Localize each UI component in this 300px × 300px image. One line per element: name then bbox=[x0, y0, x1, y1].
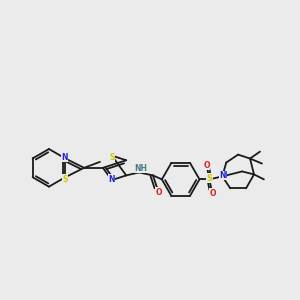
Text: O: O bbox=[156, 188, 162, 197]
Text: N: N bbox=[220, 171, 226, 180]
Text: N: N bbox=[219, 171, 226, 180]
Text: O: O bbox=[209, 189, 216, 198]
Text: O: O bbox=[203, 161, 210, 170]
Text: N: N bbox=[109, 175, 115, 184]
Text: NH: NH bbox=[135, 164, 148, 173]
Text: S: S bbox=[206, 174, 212, 183]
Text: N: N bbox=[61, 153, 68, 162]
Text: S: S bbox=[63, 175, 68, 184]
Text: S: S bbox=[109, 153, 115, 162]
